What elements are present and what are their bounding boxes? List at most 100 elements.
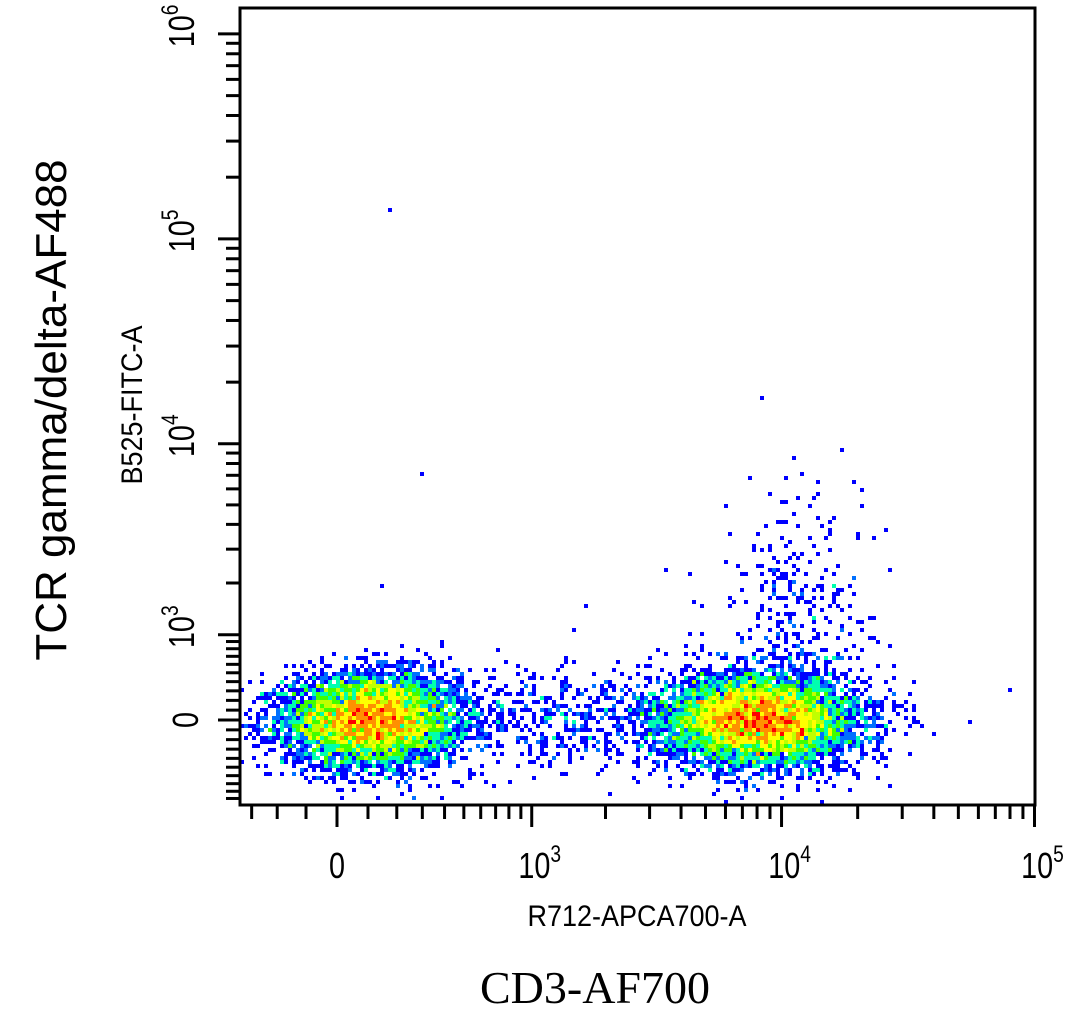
density-bin (436, 736, 440, 740)
density-bin (296, 728, 300, 732)
density-bin (332, 688, 336, 692)
density-bin (688, 748, 692, 752)
density-bin (424, 760, 428, 764)
density-bin (804, 760, 808, 764)
density-bin (684, 728, 688, 732)
density-bin (860, 748, 864, 752)
density-bin (568, 708, 572, 712)
density-bin (372, 672, 376, 676)
density-bin (784, 572, 788, 576)
density-bin (816, 748, 820, 752)
density-bin (564, 724, 568, 728)
density-bin (788, 612, 792, 616)
density-bin (684, 772, 688, 776)
density-bin (604, 692, 608, 696)
density-bin (740, 796, 744, 800)
density-bin (760, 712, 764, 716)
density-bin (288, 728, 292, 732)
density-bin (312, 748, 316, 752)
density-bin (808, 752, 812, 756)
density-bin (636, 732, 640, 736)
density-bin (420, 668, 424, 672)
density-bin (532, 684, 536, 688)
density-bin (768, 756, 772, 760)
density-bin (272, 728, 276, 732)
density-bin (308, 732, 312, 736)
density-bin (460, 728, 464, 732)
density-bin (784, 708, 788, 712)
density-bin (780, 744, 784, 748)
density-bin (460, 732, 464, 736)
density-bin (744, 736, 748, 740)
density-bin (760, 396, 764, 400)
density-bin (380, 708, 384, 712)
density-bin (908, 692, 912, 696)
density-bin (740, 728, 744, 732)
density-bin (840, 708, 844, 712)
density-bin (500, 704, 504, 708)
density-bin (380, 668, 384, 672)
density-bin (736, 768, 740, 772)
density-bin (436, 692, 440, 696)
density-bin (356, 680, 360, 684)
density-bin (556, 736, 560, 740)
density-bin (544, 700, 548, 704)
density-bin (280, 688, 284, 692)
density-bin (824, 704, 828, 708)
density-bin (716, 744, 720, 748)
density-bin (728, 732, 732, 736)
density-bin (472, 736, 476, 740)
density-bin (364, 688, 368, 692)
density-bin (412, 772, 416, 776)
density-bin (704, 764, 708, 768)
density-bin (820, 588, 824, 592)
density-bin (496, 760, 500, 764)
density-bin (816, 636, 820, 640)
density-bin (840, 736, 844, 740)
density-bin (284, 732, 288, 736)
density-bin (404, 752, 408, 756)
density-bin (836, 696, 840, 700)
density-bin (696, 740, 700, 744)
density-bin (808, 700, 812, 704)
density-bin (348, 728, 352, 732)
density-bin (664, 752, 668, 756)
density-bin (832, 720, 836, 724)
density-bin (812, 716, 816, 720)
density-bin (404, 680, 408, 684)
density-bin (448, 716, 452, 720)
density-bin (812, 496, 816, 500)
density-bin (780, 680, 784, 684)
density-bin (860, 708, 864, 712)
density-bin (516, 664, 520, 668)
density-bin (300, 724, 304, 728)
density-bin (748, 704, 752, 708)
density-bin (776, 736, 780, 740)
density-bin (372, 652, 376, 656)
density-bin (708, 696, 712, 700)
density-bin (568, 728, 572, 732)
density-bin (268, 736, 272, 740)
density-bin (564, 680, 568, 684)
density-bin (384, 708, 388, 712)
density-bin (784, 648, 788, 652)
density-bin (712, 692, 716, 696)
density-bin (696, 768, 700, 772)
density-bin (748, 712, 752, 716)
density-bin (716, 652, 720, 656)
density-bin (380, 696, 384, 700)
density-bin (692, 688, 696, 692)
density-bin (452, 724, 456, 728)
density-bin (796, 788, 800, 792)
density-bin (244, 736, 248, 740)
density-bin (732, 744, 736, 748)
density-bin (560, 680, 564, 684)
density-bin (580, 740, 584, 744)
density-bin (348, 724, 352, 728)
density-bin (708, 756, 712, 760)
density-bin (744, 572, 748, 576)
density-bin (508, 692, 512, 696)
density-bin (460, 672, 464, 676)
density-bin (744, 688, 748, 692)
density-bin (352, 708, 356, 712)
